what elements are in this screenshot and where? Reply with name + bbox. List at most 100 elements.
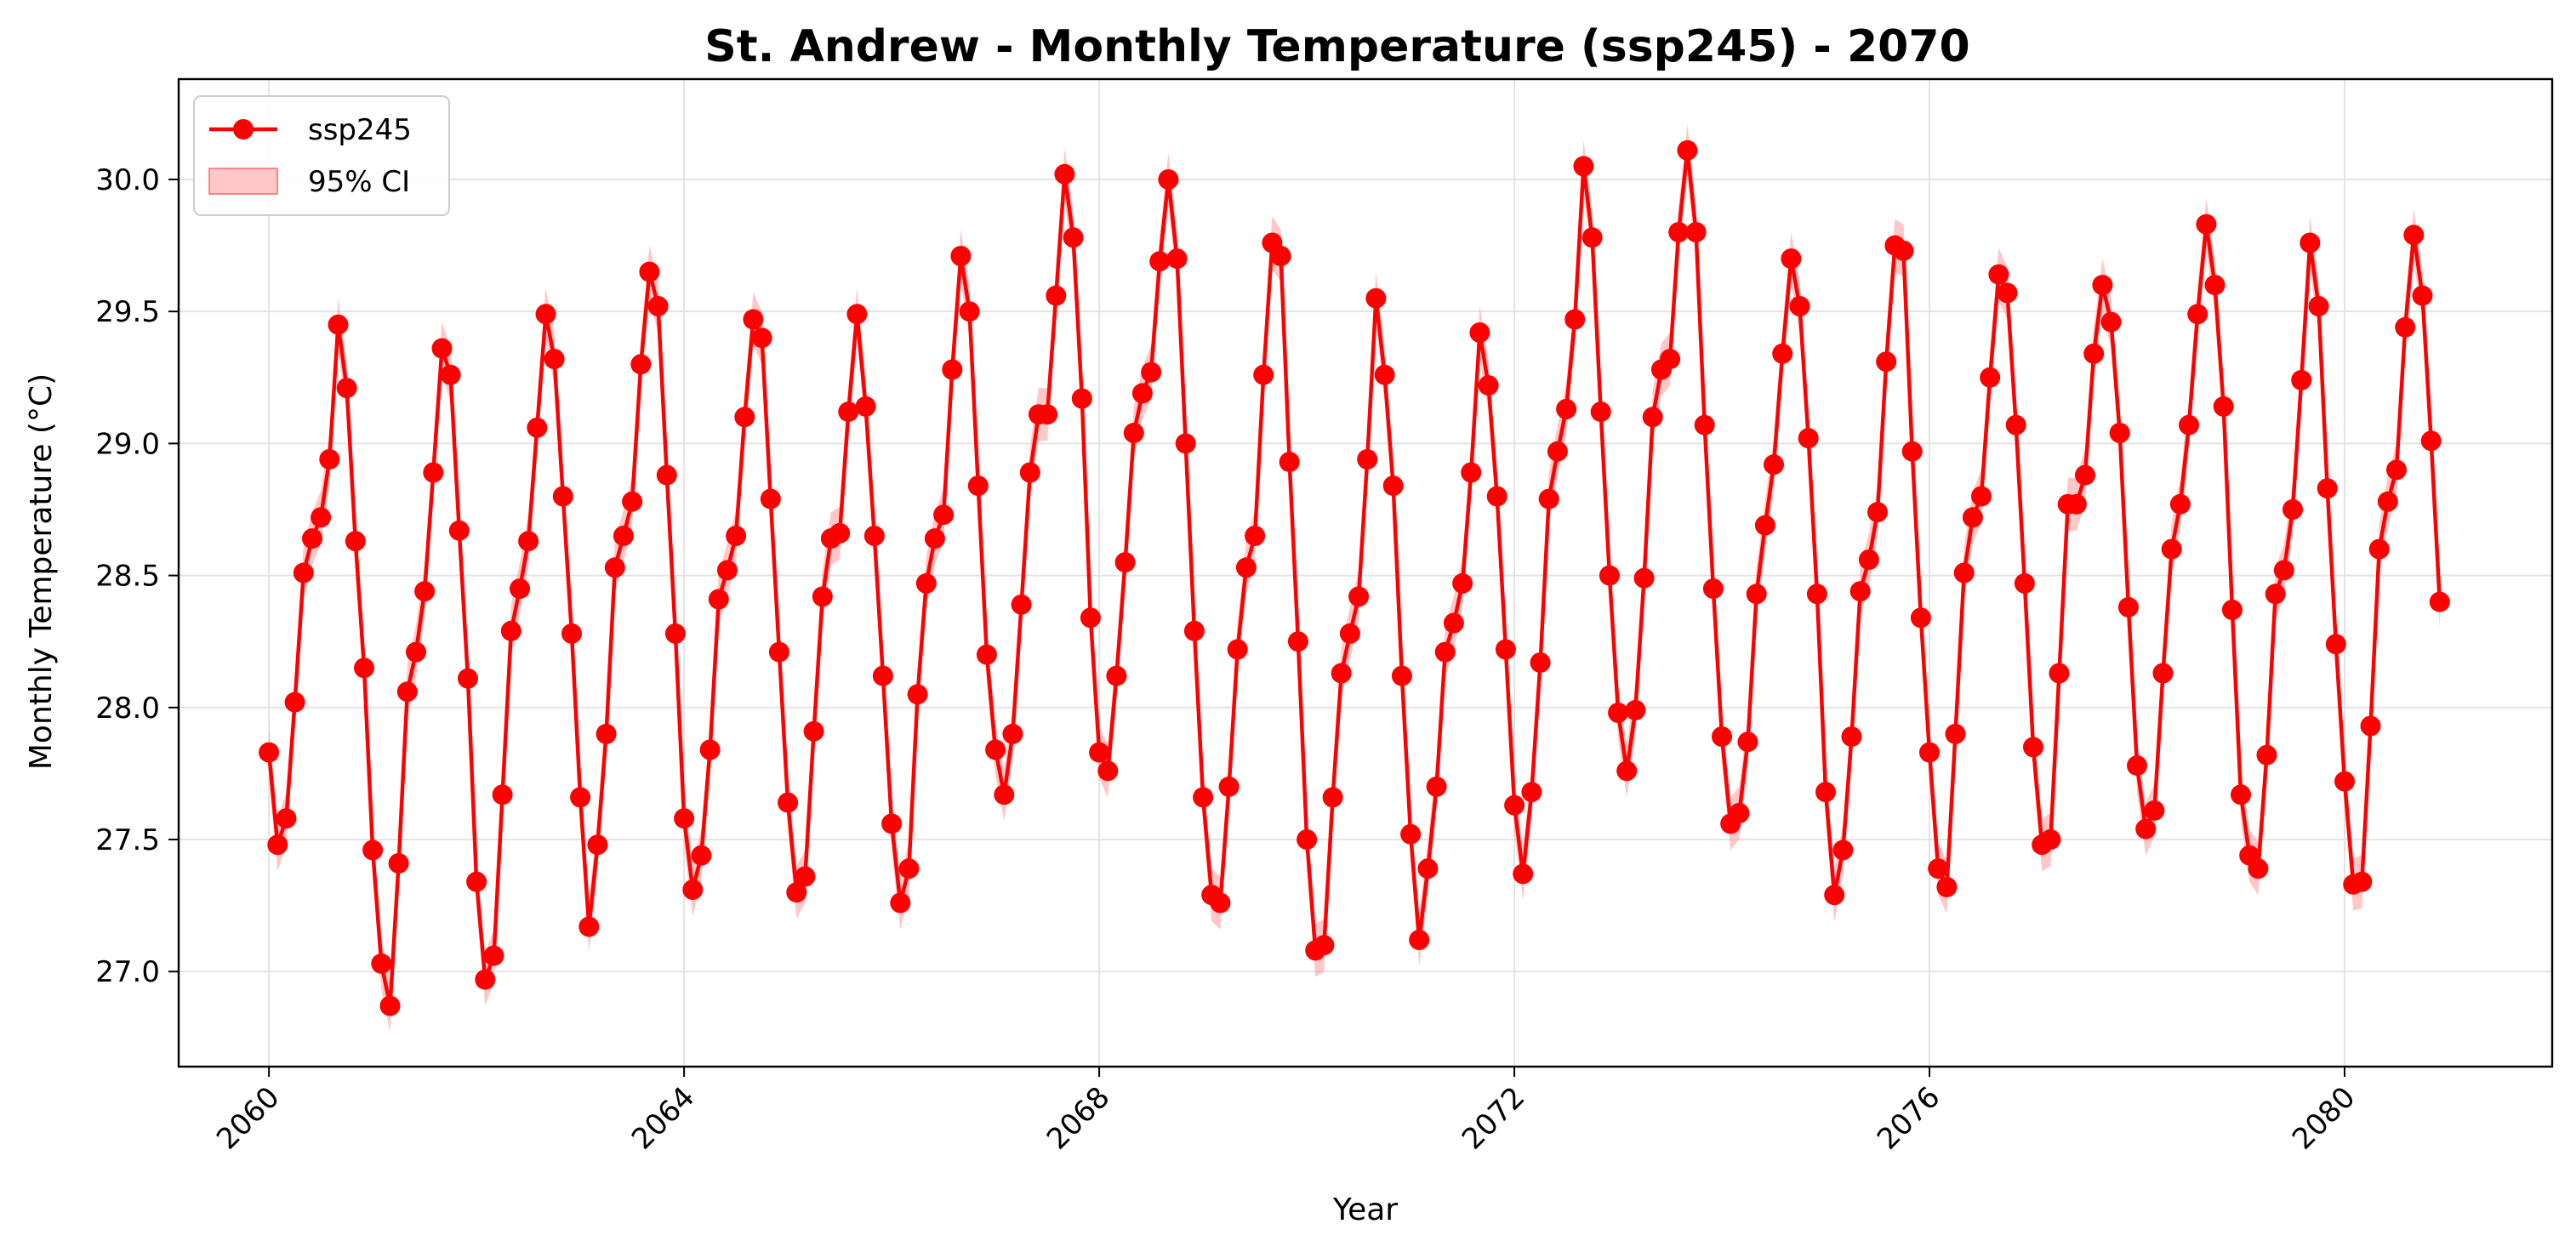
data-point [475,969,496,990]
data-point [1461,462,1482,483]
data-point [1270,246,1291,266]
data-point [587,834,608,856]
data-point [1158,169,1179,190]
data-point [2317,478,2338,499]
data-point [1616,760,1638,782]
plot-frame [177,77,2554,1068]
data-point [1210,892,1231,914]
data-point [578,916,600,937]
data-point [1685,222,1707,242]
data-point [2395,316,2416,338]
data-point [1953,562,1975,583]
data-point [1037,404,1058,425]
data-point [1928,858,1949,879]
data-point [812,586,833,607]
data-point [768,641,789,663]
data-point [2187,304,2208,325]
data-point [691,845,712,866]
data-point [708,589,729,610]
data-point [259,742,280,763]
data-point [362,840,384,861]
data-point [2291,369,2312,390]
data-point [518,531,539,552]
data-point [2135,818,2157,840]
data-point [1625,699,1646,720]
data-point [907,684,928,705]
data-point [535,304,556,325]
data-point [2221,600,2243,620]
data-point [985,739,1006,760]
data-point [2231,784,2251,805]
data-point [924,528,945,549]
data-point [2169,493,2191,515]
data-point [448,520,470,541]
data-point [2023,737,2043,758]
data-point [2066,493,2087,515]
data-point [1469,322,1490,343]
data-point [466,871,487,892]
data-point [2204,275,2226,296]
data-point [1556,399,1577,419]
data-point [1054,163,1075,185]
data-point [1504,794,1525,816]
data-point [2161,538,2182,560]
data-point [596,723,617,744]
data-point [622,491,643,512]
data-point [431,338,453,359]
data-point [760,488,781,509]
data-point [1227,639,1248,660]
data-point [1945,723,1966,744]
legend-band-swatch [208,168,278,195]
data-point [863,526,885,546]
data-point [1789,296,1810,316]
data-point [976,644,997,665]
data-point [881,813,903,834]
data-point [1089,742,1110,763]
y-tick-label: 27.0 [95,955,160,989]
data-point [1339,623,1360,644]
data-point [647,296,669,316]
data-point [950,246,972,266]
data-point [1175,433,1196,454]
data-point [716,560,738,581]
data-point [1235,557,1257,578]
data-point [2412,285,2433,306]
data-point [2109,423,2130,443]
data-point [1867,502,1888,523]
data-point [1495,639,1516,660]
data-point [2351,871,2373,892]
data-point [967,475,989,497]
data-point [829,522,851,544]
data-point [933,504,955,526]
data-point [898,858,920,879]
data-point [1971,486,1992,507]
data-point [1781,248,1802,270]
data-point [1677,139,1698,161]
data-point [1513,863,1534,885]
data-point [1149,251,1171,272]
data-point [336,378,357,399]
data-point [1936,876,1958,897]
data-point [890,892,911,914]
data-point [1729,803,1750,823]
data-point [1106,665,1127,686]
data-point [751,327,772,349]
chart-title: St. Andrew - Monthly Temperature (ssp245… [704,21,1969,72]
data-point [1046,285,1067,306]
data-point [726,526,747,546]
series-points-layer [259,139,2450,1016]
data-point [2049,663,2070,684]
data-point [639,261,660,282]
data-point [1590,401,1611,423]
data-point [613,526,634,546]
data-point [1097,760,1119,782]
data-point [656,464,677,486]
data-point [942,359,963,380]
data-point [795,866,816,887]
data-point [1919,742,1940,763]
data-point [1002,723,1023,744]
data-point [483,945,504,966]
data-point [510,578,530,600]
data-point [500,620,521,641]
